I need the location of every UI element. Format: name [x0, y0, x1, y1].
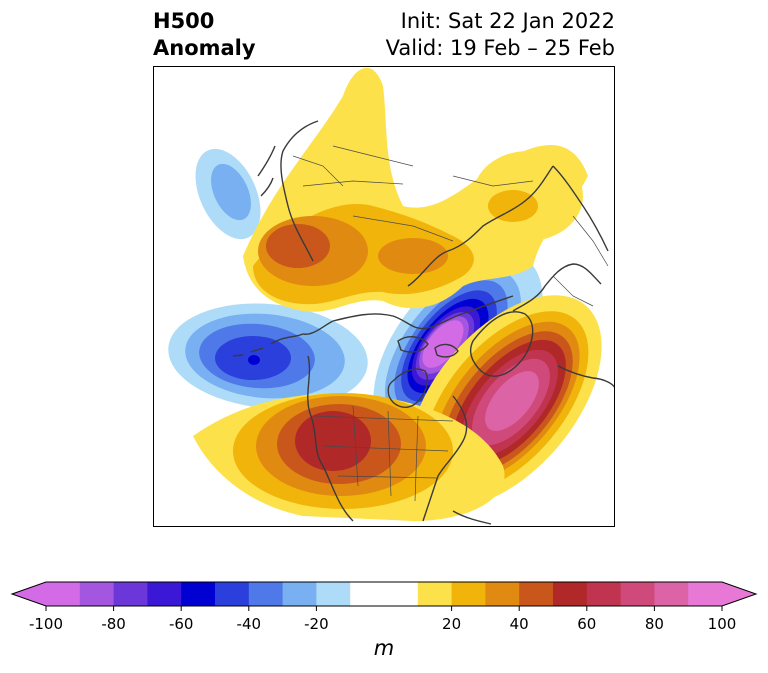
colorbar-unit-label: m	[373, 636, 395, 660]
colorbar-bins	[10, 581, 758, 607]
colorbar-tick-label: -60	[169, 615, 194, 633]
colorbar-tick-label: -40	[237, 615, 262, 633]
colorbar-tick-label: 40	[510, 615, 529, 633]
init-date-label: Init: Sat 22 Jan 2022	[400, 9, 615, 33]
title-line-1: H500	[153, 9, 215, 33]
east-asia-positive-anomaly	[473, 151, 583, 241]
arctic-positive-anomaly	[243, 67, 588, 312]
colorbar-bin	[519, 582, 554, 606]
colorbar-bin	[316, 582, 351, 606]
colorbar-bin	[451, 582, 486, 606]
colorbar-tick-label: 80	[645, 615, 664, 633]
colorbar-under-triangle	[12, 582, 46, 606]
colorbar-bin	[620, 582, 655, 606]
colorbar-bin	[350, 582, 419, 606]
political-borders	[292, 145, 609, 502]
chart-title: H500 Anomaly	[153, 8, 256, 62]
colorbar-tick-label: 100	[708, 615, 737, 633]
colorbar-tick-label: 20	[442, 615, 461, 633]
colorbar-bin	[282, 582, 317, 606]
colorbar-bin	[688, 582, 723, 606]
colorbar-over-triangle	[722, 582, 756, 606]
southwest-us-positive-anomaly	[193, 393, 505, 521]
colorbar-tick-label: -80	[101, 615, 126, 633]
coastlines	[232, 120, 615, 525]
colorbar-bin	[485, 582, 520, 606]
colorbar-bin	[181, 582, 216, 606]
colorbar-bin	[654, 582, 689, 606]
colorbar-tick-label: 60	[577, 615, 596, 633]
date-info: Init: Sat 22 Jan 2022 Valid: 19 Feb – 25…	[386, 8, 615, 62]
colorbar-bin	[553, 582, 588, 606]
colorbar: -100 -80 -60 -40 -20 20 40 60 80 100	[10, 581, 758, 633]
title-line-2: Anomaly	[153, 36, 256, 60]
colorbar-bin	[586, 582, 622, 606]
colorbar-bin	[113, 582, 148, 606]
colorbar-bin	[46, 582, 81, 606]
colorbar-tick-label: -100	[29, 615, 63, 633]
colorbar-bin	[248, 582, 284, 606]
valid-date-label: Valid: 19 Feb – 25 Feb	[385, 36, 615, 60]
anomaly-map	[153, 66, 615, 527]
colorbar-bin	[79, 582, 115, 606]
colorbar-bin	[215, 582, 250, 606]
colorbar-bin	[417, 582, 453, 606]
colorbar-bin	[147, 582, 182, 606]
colorbar-ticks: -100 -80 -60 -40 -20 20 40 60 80 100	[29, 606, 736, 633]
west-pacific-negative-anomaly	[195, 148, 261, 240]
colorbar-tick-label: -20	[304, 615, 329, 633]
